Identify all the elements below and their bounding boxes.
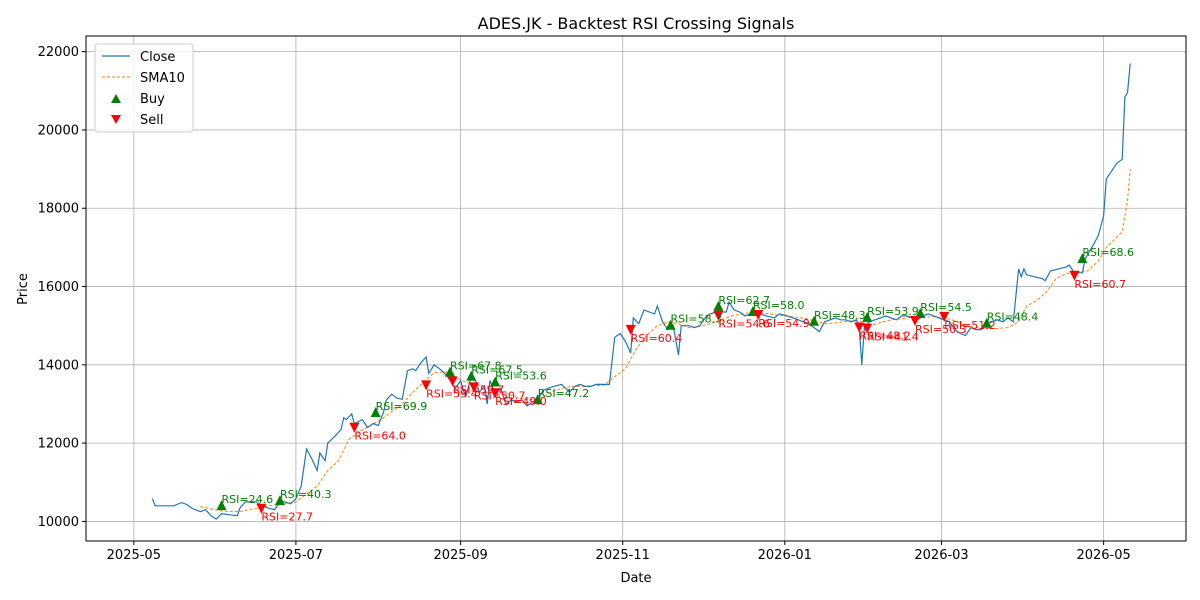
buy-marker xyxy=(665,319,676,330)
sell-annotation: RSI=49.0 xyxy=(495,395,547,408)
buy-marker xyxy=(445,366,456,377)
buy-annotation: RSI=67.5 xyxy=(471,364,523,377)
sell-annotation: RSI=50.7 xyxy=(474,389,526,402)
y-tick-label: 22000 xyxy=(38,45,79,60)
sell-annotation: RSI=51.2 xyxy=(944,319,996,332)
y-tick-label: 10000 xyxy=(38,515,79,530)
sma10-line xyxy=(200,169,1131,513)
sell-marker xyxy=(854,322,865,333)
buy-marker xyxy=(370,406,381,417)
buy-annotation: RSI=67.8 xyxy=(450,360,502,373)
legend-label-close: Close xyxy=(140,50,175,65)
buy-annotation: RSI=58.0 xyxy=(753,299,805,312)
x-tick-label: 2025-09 xyxy=(433,548,487,563)
buy-annotation: RSI=62.7 xyxy=(718,294,770,307)
x-tick-label: 2025-07 xyxy=(269,548,323,563)
sell-marker xyxy=(1069,270,1080,281)
grid xyxy=(86,36,1186,541)
buy-marker xyxy=(466,370,477,381)
axis-ticks: 2025-05 2025-07 2025-09 2025-11 2026-01 2026-… xyxy=(38,45,1131,563)
y-tick-label: 14000 xyxy=(38,358,79,373)
sell-marker xyxy=(490,388,501,399)
legend: Close SMA10 Buy Sell xyxy=(94,43,194,133)
x-tick-label: 2025-11 xyxy=(596,548,650,563)
y-tick-label: 18000 xyxy=(38,202,79,217)
sell-marker xyxy=(447,376,458,387)
y-tick-label: 12000 xyxy=(38,437,79,452)
y-tick-label: 16000 xyxy=(38,280,79,295)
buy-annotation: RSI=47.2 xyxy=(538,387,590,400)
buy-marker xyxy=(915,307,926,318)
buy-marker xyxy=(713,300,724,311)
sell-annotation: RSI=48.2 xyxy=(859,329,911,342)
y-tick-label: 20000 xyxy=(38,123,79,138)
sell-annotation: RSI=64.0 xyxy=(354,430,406,443)
sell-marker xyxy=(256,503,267,514)
legend-label-buy: Buy xyxy=(140,92,165,107)
x-tick-label: 2026-05 xyxy=(1076,548,1130,563)
sell-annotation: RSI=50.3 xyxy=(915,323,967,336)
buy-annotation: RSI=53.6 xyxy=(495,369,547,382)
sell-annotation: RSI=54.6 xyxy=(718,318,770,331)
buy-annotation: RSI=48.4 xyxy=(987,311,1039,324)
buy-annotation: RSI=24.6 xyxy=(222,493,274,506)
sell-marker xyxy=(753,309,764,320)
x-axis-label: Date xyxy=(620,571,651,586)
buy-marker xyxy=(216,500,227,511)
buy-marker xyxy=(274,495,285,506)
buy-marker xyxy=(981,317,992,328)
sell-annotation: RSI=54.9 xyxy=(758,317,810,330)
sell-marker xyxy=(909,315,920,326)
plot-frame xyxy=(85,35,1187,542)
buy-marker xyxy=(1077,253,1088,264)
buy-marker xyxy=(809,315,820,326)
sell-annotation: RSI=59.4 xyxy=(426,387,478,400)
close-line xyxy=(151,63,1131,520)
buy-annotation: RSI=48.3 xyxy=(814,309,866,322)
legend-label-sell: Sell xyxy=(140,113,163,128)
sell-annotation: RSI=41.4 xyxy=(867,331,919,344)
buy-annotation: RSI=54.5 xyxy=(920,301,972,314)
sell-annotation: RSI=60.7 xyxy=(1074,278,1126,291)
sell-marker xyxy=(939,311,950,322)
buy-annotation: RSI=53.9 xyxy=(867,305,919,318)
x-tick-label: 2025-05 xyxy=(107,548,161,563)
sell-marker xyxy=(468,382,479,393)
chart-title: ADES.JK - Backtest RSI Crossing Signals xyxy=(478,14,795,33)
legend-swatch-buy xyxy=(111,94,121,103)
sma10-series xyxy=(200,169,1131,513)
buy-annotation: RSI=40.3 xyxy=(280,488,332,501)
sell-annotation: RSI=60.4 xyxy=(631,332,683,345)
close-series xyxy=(151,63,1131,520)
sell-annotation: RSI=59.7 xyxy=(453,383,505,396)
x-tick-label: 2026-01 xyxy=(758,548,812,563)
sell-marker xyxy=(349,422,360,433)
legend-swatch-sell xyxy=(111,115,121,124)
buy-marker xyxy=(532,394,543,405)
sell-marker xyxy=(625,324,636,335)
y-axis-label: Price xyxy=(16,273,31,305)
legend-label-sma10: SMA10 xyxy=(140,71,185,86)
buy-annotation: RSI=68.6 xyxy=(1082,246,1134,259)
signal-markers xyxy=(216,253,1088,514)
sell-annotation: RSI=27.7 xyxy=(261,511,313,524)
sell-marker xyxy=(713,310,724,321)
legend-box xyxy=(94,43,194,133)
buy-marker xyxy=(490,376,501,387)
signal-annotations: RSI=24.6 RSI=40.3 RSI=69.9 RSI=67.8RSI=67.5… xyxy=(222,246,1134,524)
buy-annotation: RSI=69.9 xyxy=(376,400,428,413)
x-tick-label: 2026-03 xyxy=(914,548,968,563)
buy-marker xyxy=(862,311,873,322)
buy-annotation: RSI=58.3 xyxy=(671,313,723,326)
sell-marker xyxy=(862,323,873,334)
sell-marker xyxy=(421,380,432,391)
